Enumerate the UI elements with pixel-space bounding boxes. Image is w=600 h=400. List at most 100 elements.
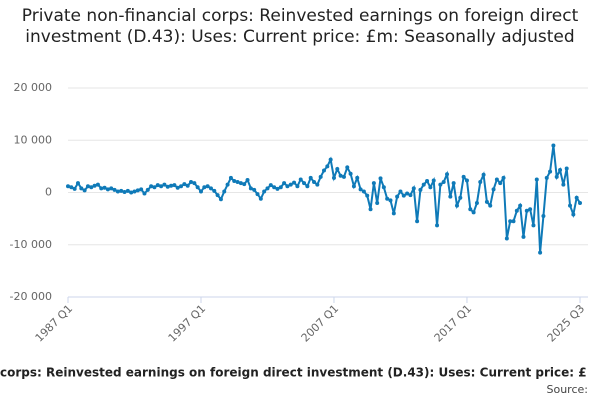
y-tick-label: -20 000	[10, 290, 52, 303]
point	[318, 174, 323, 179]
point	[534, 177, 539, 182]
y-tick-label: 0	[45, 186, 52, 199]
point	[189, 180, 194, 185]
point	[504, 236, 509, 241]
point	[275, 186, 280, 191]
point	[232, 179, 237, 184]
point	[458, 195, 463, 200]
x-tick-label: 2025 Q3	[545, 302, 588, 345]
point	[218, 197, 223, 202]
point	[441, 180, 446, 185]
point	[292, 180, 297, 185]
point	[571, 212, 576, 217]
point	[371, 181, 376, 186]
point	[282, 181, 287, 186]
point	[438, 182, 443, 187]
point	[501, 175, 506, 180]
x-tick-label: 2007 Q1	[299, 302, 342, 345]
point	[122, 189, 127, 194]
point	[361, 189, 366, 194]
point	[72, 186, 77, 191]
point	[192, 181, 197, 186]
point	[391, 211, 396, 216]
point	[405, 191, 410, 196]
point	[471, 210, 476, 215]
point	[491, 187, 496, 192]
point	[142, 191, 147, 196]
point	[129, 190, 134, 195]
point	[252, 187, 257, 192]
point	[538, 250, 543, 255]
point	[408, 193, 413, 198]
point	[102, 185, 107, 190]
point	[205, 184, 210, 189]
point	[514, 208, 519, 213]
point	[378, 176, 383, 181]
point	[548, 169, 553, 174]
point	[225, 182, 230, 187]
point	[179, 184, 184, 189]
point	[544, 175, 549, 180]
point	[435, 223, 440, 228]
point	[182, 182, 187, 187]
point	[285, 184, 290, 189]
point	[135, 188, 140, 193]
point	[139, 187, 144, 192]
point	[481, 172, 486, 177]
point	[302, 181, 307, 186]
point	[79, 186, 84, 191]
point	[341, 174, 346, 179]
point	[69, 185, 74, 190]
point	[425, 179, 430, 184]
point	[511, 219, 516, 224]
point	[145, 187, 150, 192]
point	[152, 185, 157, 190]
point	[484, 199, 489, 204]
point	[149, 184, 154, 189]
point	[551, 143, 556, 148]
point	[328, 157, 333, 162]
point	[105, 187, 110, 192]
point	[564, 166, 569, 171]
y-tick-label: 20 000	[14, 81, 53, 94]
point	[278, 185, 283, 190]
point	[288, 182, 293, 187]
point	[531, 223, 536, 228]
point	[92, 183, 97, 188]
point	[312, 180, 317, 185]
point	[335, 166, 340, 171]
point	[494, 177, 499, 182]
point	[568, 203, 573, 208]
point	[125, 188, 130, 193]
point	[338, 173, 343, 178]
point	[345, 165, 350, 170]
point	[574, 195, 579, 200]
point	[355, 175, 360, 180]
point	[195, 185, 200, 190]
point	[295, 184, 300, 189]
point	[132, 189, 137, 194]
x-tick-label: 2017 Q1	[432, 302, 475, 345]
y-tick-label: -10 000	[10, 238, 52, 251]
point	[255, 192, 260, 197]
point	[451, 181, 456, 186]
point	[222, 189, 227, 194]
point	[348, 171, 353, 176]
point	[175, 185, 180, 190]
point	[524, 208, 529, 213]
point	[325, 164, 330, 169]
point	[541, 214, 546, 219]
point	[331, 175, 336, 180]
point	[172, 183, 177, 188]
point	[381, 185, 386, 190]
point	[262, 189, 267, 194]
point	[365, 193, 370, 198]
point	[115, 189, 120, 194]
point	[268, 183, 273, 188]
point	[315, 182, 320, 187]
point	[208, 186, 213, 191]
point	[119, 188, 124, 193]
chart-title: Private non-financial corps: Reinvested …	[21, 6, 579, 47]
